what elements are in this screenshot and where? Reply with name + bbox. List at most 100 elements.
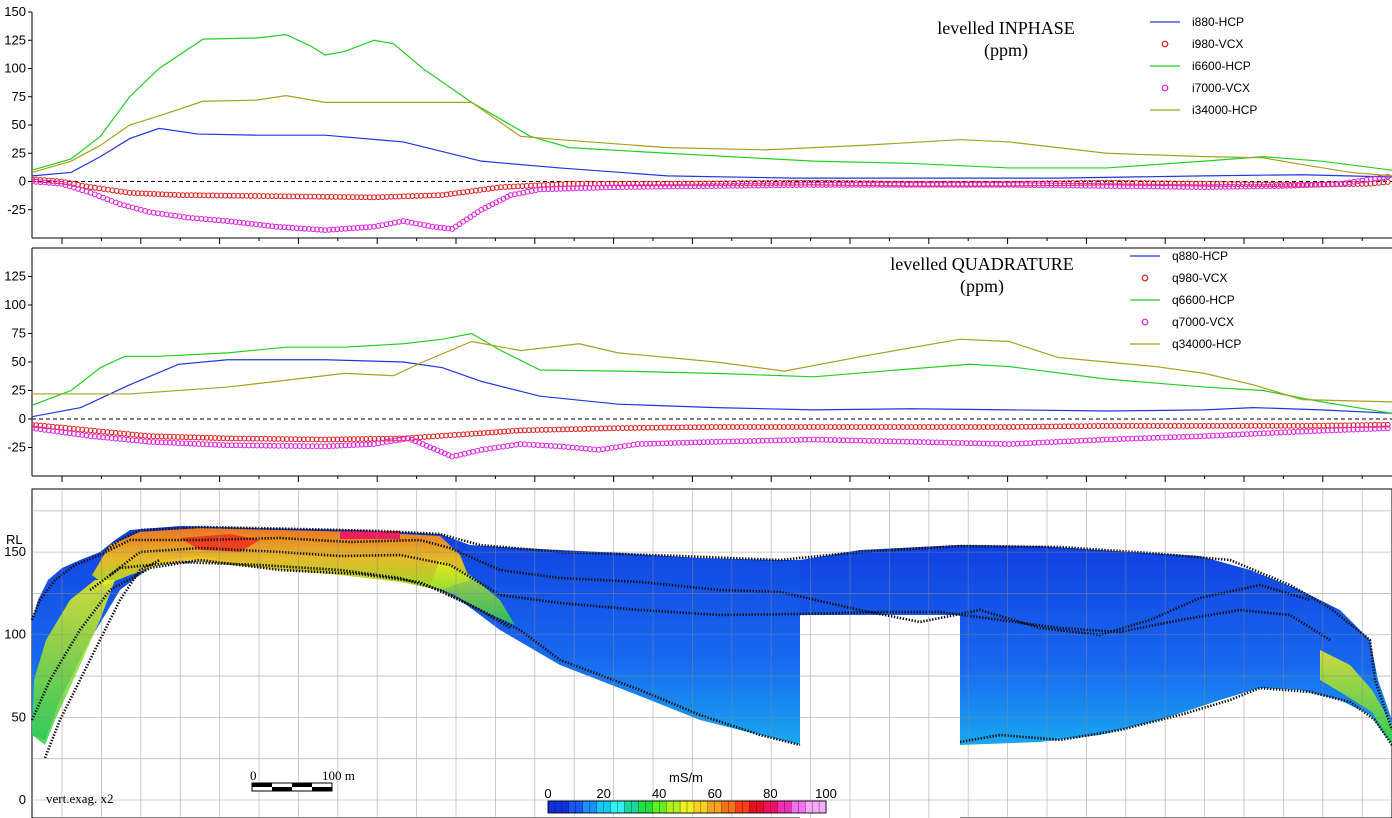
quadrature-marker [1188, 422, 1195, 429]
inphase-marker [269, 223, 276, 230]
quadrature-marker [1086, 423, 1093, 429]
inphase-marker [789, 182, 796, 189]
quadrature-marker [1159, 434, 1165, 441]
quadrature-marker [100, 434, 107, 441]
quadrature-marker [158, 433, 165, 440]
quadrature-marker [1290, 422, 1297, 429]
quadrature-marker [371, 435, 378, 442]
inphase-marker [1359, 181, 1365, 187]
quadrature-marker [615, 425, 622, 432]
inphase-marker [729, 182, 736, 189]
quadrature-marker [258, 442, 265, 449]
quadrature-marker [1231, 422, 1238, 429]
quadrature-marker [1116, 422, 1123, 429]
inphase-marker [976, 181, 983, 188]
inphase-marker [311, 193, 318, 200]
colorbar-cell [811, 800, 820, 814]
quadrature-marker [1061, 423, 1068, 430]
quadrature-marker [509, 428, 516, 434]
quadrature-units: (ppm) [960, 276, 1004, 297]
quadrature-marker [967, 424, 974, 430]
quadrature-marker [1010, 440, 1017, 447]
quadrature-marker [1312, 428, 1318, 434]
quadrature-marker [104, 434, 111, 441]
quadrature-marker [379, 435, 386, 442]
quadrature-marker [1108, 436, 1114, 443]
quadrature-marker [162, 433, 169, 440]
quadrature-marker [1120, 422, 1127, 429]
quadrature-marker [874, 424, 881, 430]
quadrature-marker [1294, 428, 1301, 435]
quadrature-marker [300, 443, 307, 450]
inphase-marker [366, 194, 373, 201]
quadrature-marker [275, 436, 282, 442]
scale-bar-segment-1 [252, 783, 272, 787]
inphase-marker [1074, 182, 1080, 189]
inphase-marker [45, 179, 52, 186]
inphase-marker [447, 191, 454, 197]
inphase-marker [623, 184, 630, 190]
inphase-marker [908, 181, 915, 188]
inphase-marker [445, 225, 452, 232]
quadrature-marker [1376, 421, 1383, 428]
colorbar-cell [617, 800, 625, 814]
quadrature-legend-label: q34000-HCP [1172, 337, 1241, 351]
quadrature-marker [819, 424, 826, 430]
quadrature-marker [1142, 422, 1148, 429]
quadrature-marker [1018, 440, 1025, 447]
quadrature-marker [1048, 439, 1055, 445]
quadrature-marker [840, 424, 847, 430]
inphase-y-tick-label: 50 [12, 117, 26, 132]
quadrature-marker [1282, 422, 1289, 429]
quadrature-marker [430, 433, 437, 440]
quadrature-marker [785, 437, 792, 444]
inphase-marker [1061, 180, 1068, 187]
quadrature-marker [1027, 423, 1034, 430]
quadrature-marker [183, 440, 190, 447]
inphase-legend-swatch [1161, 40, 1169, 48]
quadrature-marker [1133, 435, 1140, 442]
quadrature-marker [288, 443, 295, 449]
inphase-marker [1218, 181, 1225, 187]
quadrature-marker [1035, 439, 1042, 446]
inphase-marker [315, 193, 322, 200]
quadrature-marker [797, 424, 804, 430]
quadrature-marker [366, 441, 373, 448]
layer-boundary-4 [89, 560, 511, 630]
colorbar-cell [568, 800, 577, 814]
inphase-marker [396, 193, 403, 200]
inphase-marker [1271, 183, 1278, 190]
quadrature-marker [249, 435, 256, 442]
inphase-marker [400, 193, 407, 200]
quadrature-marker [704, 424, 711, 430]
quadrature-marker [1193, 422, 1199, 429]
quadrature-marker [1184, 433, 1191, 440]
quadrature-marker [412, 438, 419, 445]
inphase-marker [780, 182, 787, 189]
quadrature-marker [112, 435, 119, 442]
quadrature-marker [688, 439, 695, 446]
quadrature-marker [166, 439, 173, 446]
inphase-marker [853, 181, 859, 188]
quadrature-marker [785, 424, 792, 430]
quadrature-y-ticks: 125 100 75 50 25 0 -25 [4, 269, 32, 455]
inphase-marker [1091, 179, 1097, 186]
quadrature-marker [271, 442, 278, 449]
inphase-marker [553, 186, 560, 192]
quadrature-marker [1069, 423, 1076, 430]
quadrature-marker [594, 425, 600, 432]
quadrature-legend-label: q880-HCP [1172, 249, 1228, 263]
quadrature-marker [354, 441, 361, 448]
inphase-marker [1193, 180, 1199, 187]
quadrature-marker [700, 424, 707, 431]
inphase-marker [506, 183, 513, 190]
quadrature-marker [882, 424, 889, 430]
quadrature-marker [806, 436, 813, 443]
inphase-marker [405, 193, 412, 200]
quadrature-marker [1260, 422, 1267, 429]
inphase-marker [332, 193, 339, 200]
inphase-marker [1108, 183, 1114, 189]
quadrature-marker [967, 440, 974, 447]
inphase-marker [763, 182, 770, 189]
colorbar-cell [645, 800, 653, 814]
